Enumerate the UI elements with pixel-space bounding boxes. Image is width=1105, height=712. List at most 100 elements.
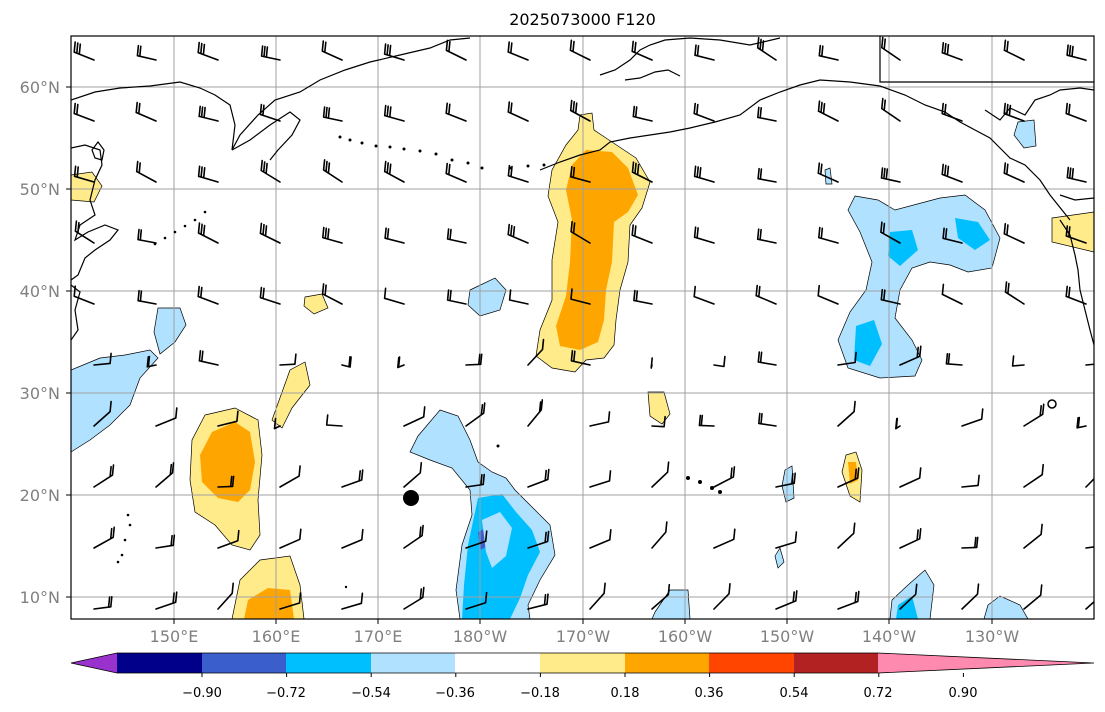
- wind-barb: [570, 220, 591, 244]
- lon-label: 140°W: [862, 627, 917, 646]
- wind-barb: [1085, 600, 1094, 610]
- wind-barb: [217, 475, 235, 488]
- wind-barb: [757, 351, 777, 366]
- colorbar-segment: [625, 653, 709, 673]
- wind-barb: [321, 40, 343, 61]
- wind-barb: [899, 467, 922, 488]
- wind-barb: [1076, 416, 1087, 429]
- wind-barbs: [73, 36, 1094, 610]
- colorbar-tick-label: −0.54: [351, 686, 391, 701]
- wind-barb: [259, 286, 281, 305]
- wind-barb: [445, 162, 467, 183]
- positive-anomaly-region: [303, 293, 329, 315]
- wind-barb: [135, 160, 157, 183]
- negative-anomaly-core: [896, 596, 918, 619]
- wind-barb: [465, 353, 483, 366]
- wind-barb: [403, 524, 424, 549]
- wind-barb: [465, 402, 486, 427]
- wind-barb: [693, 226, 715, 244]
- wind-barb: [403, 586, 425, 610]
- negative-anomaly-region: [774, 547, 785, 569]
- wind-barb: [146, 355, 157, 368]
- coastlines: [71, 36, 1094, 346]
- wind-barb: [279, 592, 302, 610]
- wind-barb: [1003, 39, 1025, 61]
- colorbar-segment: [371, 653, 455, 673]
- wind-barb: [273, 417, 281, 430]
- colorbar-outline: [70, 652, 1095, 674]
- colorbar-tick-label: −0.90: [182, 686, 222, 701]
- wind-barb: [650, 357, 653, 369]
- wind-barb: [941, 102, 963, 122]
- wind-barb: [1066, 44, 1087, 61]
- lon-label: 130°W: [965, 627, 1020, 646]
- wind-barb: [322, 159, 343, 183]
- wind-barb: [651, 583, 671, 610]
- wind-barb: [756, 228, 777, 244]
- wind-barb: [259, 222, 281, 244]
- wind-barb: [632, 105, 653, 122]
- wind-barb: [136, 44, 157, 61]
- wind-barb: [74, 220, 95, 244]
- wind-barb: [321, 283, 343, 305]
- wind-barb: [757, 106, 777, 122]
- negative-anomaly-inner: [482, 512, 512, 568]
- lat-label: 30°N: [20, 384, 60, 403]
- wind-barb: [384, 227, 405, 244]
- wind-barb: [693, 102, 715, 122]
- wind-barb: [135, 101, 157, 122]
- colorbar-segment: [709, 653, 794, 673]
- wind-barb: [445, 102, 467, 122]
- wind-barb: [403, 406, 426, 427]
- wind-barb: [961, 408, 984, 427]
- positive-anomaly-region: [71, 171, 103, 203]
- wind-barb: [941, 163, 963, 183]
- wind-barb: [1065, 102, 1087, 122]
- colorbar-tick-label: −0.36: [435, 686, 475, 701]
- wind-barb: [446, 228, 467, 244]
- wind-barb: [756, 37, 777, 61]
- wind-barb: [837, 351, 857, 366]
- positive-anomaly-core: [244, 588, 294, 619]
- colorbar-tick-label: 0.18: [611, 686, 640, 701]
- colorbar-tick-label: −0.18: [520, 686, 560, 701]
- wind-barb: [465, 473, 485, 488]
- lon-label: 150°W: [760, 627, 815, 646]
- wind-barb: [945, 353, 963, 366]
- positive-anomaly-core: [200, 422, 255, 502]
- colorbar-segment: [202, 653, 286, 673]
- wind-barb: [589, 529, 612, 549]
- wind-barb: [155, 591, 178, 610]
- colorbar: [70, 652, 1095, 677]
- wind-barb: [817, 162, 839, 183]
- wind-barb: [73, 285, 95, 305]
- wind-barb: [570, 350, 591, 366]
- storm-center-marker: [403, 490, 419, 506]
- wind-barb: [880, 167, 901, 183]
- wind-barb: [198, 350, 219, 366]
- colorbar-tick-label: −0.72: [266, 686, 306, 701]
- wind-barb: [589, 582, 606, 610]
- colorbar-tick-label: 0.36: [695, 686, 724, 701]
- anomaly-shading: [71, 112, 1094, 619]
- wind-barb: [941, 283, 963, 305]
- wind-barb: [397, 356, 405, 369]
- wind-barb: [1066, 166, 1087, 183]
- wind-barb: [197, 222, 219, 244]
- wind-barb: [895, 417, 901, 430]
- wind-barb: [322, 106, 343, 122]
- wind-barb: [569, 39, 591, 61]
- wind-barb: [1003, 223, 1025, 244]
- wind-barb: [279, 528, 302, 549]
- wind-barb: [137, 228, 157, 244]
- wind-barb: [693, 285, 715, 305]
- colorbar-extend-max: [878, 653, 1094, 673]
- wind-barb: [217, 582, 234, 610]
- colorbar-segment: [540, 653, 625, 673]
- wind-barb: [633, 289, 653, 305]
- wind-barb: [698, 414, 715, 427]
- wind-barb: [881, 97, 901, 122]
- wind-barb: [445, 39, 467, 61]
- colorbar-segment: [117, 653, 202, 673]
- wind-barb: [651, 415, 666, 428]
